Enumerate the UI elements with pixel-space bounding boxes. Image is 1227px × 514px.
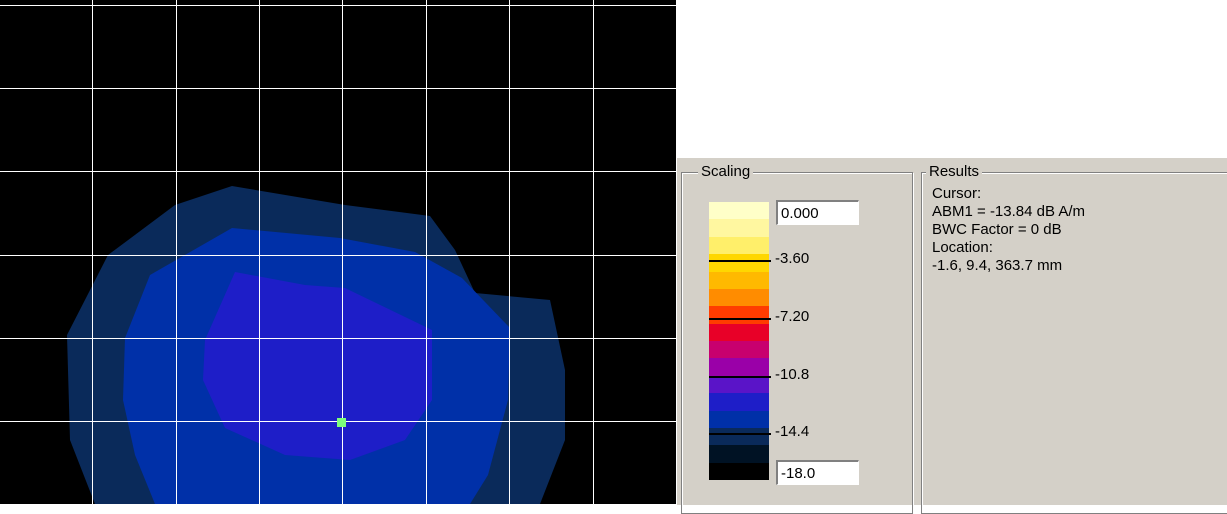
- min-value-input[interactable]: [776, 460, 859, 485]
- field-contour-plot[interactable]: [0, 0, 677, 504]
- color-scale-swatch: [709, 358, 769, 376]
- color-scale-swatch: [709, 202, 769, 220]
- color-scale-swatch: [709, 254, 769, 272]
- grid: [0, 0, 677, 504]
- color-scale-swatch: [709, 306, 769, 324]
- results-line-location-label: Location:: [932, 239, 993, 256]
- results-line-location-value: -1.6, 9.4, 363.7 mm: [932, 257, 1063, 274]
- results-title: Results: [926, 163, 983, 181]
- color-scale-swatch: [709, 393, 769, 411]
- scale-tick-line: [709, 260, 771, 262]
- cursor-marker[interactable]: [337, 418, 346, 427]
- color-scale-swatch: [709, 271, 769, 289]
- color-scale-swatch: [709, 341, 769, 359]
- scale-tick-label: -10.8: [775, 366, 810, 383]
- scaling-groupbox: Scaling -3.60 -7.20 -10.8 -14.4: [681, 163, 913, 514]
- color-scale-swatch: [709, 219, 769, 237]
- color-scale-bar: [709, 202, 769, 480]
- results-panel: Results Cursor: ABM1 = -13.84 dB A/m BWC…: [918, 157, 1227, 514]
- scale-tick-line: [709, 376, 771, 378]
- results-line-bwc: BWC Factor = 0 dB: [932, 221, 1062, 238]
- results-groupbox: Results Cursor: ABM1 = -13.84 dB A/m BWC…: [921, 163, 1227, 514]
- color-scale-swatch: [709, 427, 769, 446]
- results-line-cursor: Cursor:: [932, 185, 982, 202]
- scale-tick-label: -14.4: [775, 423, 810, 440]
- results-text: Cursor: ABM1 = -13.84 dB A/m BWC Factor …: [932, 185, 1085, 275]
- max-value-input[interactable]: [776, 200, 859, 225]
- color-scale-swatch: [709, 462, 769, 480]
- scale-tick-label: -3.60: [775, 250, 810, 267]
- color-scale-swatch: [709, 236, 769, 255]
- scaling-panel: Scaling -3.60 -7.20 -10.8 -14.4: [677, 157, 918, 514]
- color-scale-swatch: [709, 445, 769, 463]
- scale-tick-label: -7.20: [775, 308, 810, 325]
- scaling-title: Scaling: [698, 163, 754, 181]
- scale-tick-line: [709, 318, 771, 320]
- color-scale-swatch: [709, 410, 769, 428]
- scale-tick-line: [709, 433, 771, 435]
- color-scale-swatch: [709, 323, 769, 341]
- color-scale-swatch: [709, 375, 769, 394]
- contour-inner: [203, 272, 432, 460]
- color-scale-swatch: [709, 288, 769, 307]
- results-line-abm: ABM1 = -13.84 dB A/m: [932, 203, 1085, 220]
